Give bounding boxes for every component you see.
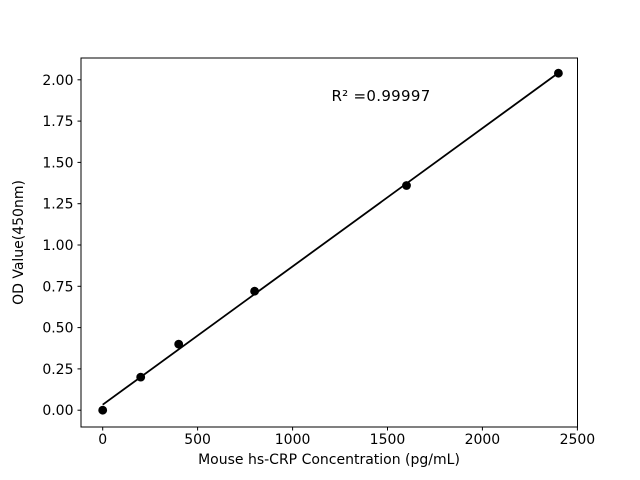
data-point <box>554 68 563 78</box>
data-point <box>250 286 259 296</box>
y-tick-label: 0.50 <box>42 321 73 337</box>
y-tick-label: 1.50 <box>42 155 73 171</box>
fit-line <box>102 72 559 406</box>
x-axis-label: Mouse hs-CRP Concentration (pg/mL) <box>198 452 460 468</box>
y-tick-label: 1.00 <box>42 238 73 254</box>
r-squared-annotation: R² =0.99997 <box>331 87 430 105</box>
data-point <box>174 339 184 349</box>
y-tick-label: 1.25 <box>42 197 73 213</box>
x-tick-label: 0 <box>98 432 107 448</box>
x-tick-label: 2000 <box>465 432 501 448</box>
data-point <box>402 181 411 190</box>
y-tick-label: 0.00 <box>42 403 73 419</box>
x-tick-label: 2500 <box>560 432 596 448</box>
y-axis-label: OD Value(450nm) <box>11 180 27 305</box>
x-tick-label: 1500 <box>370 432 406 448</box>
y-tick-label: 2.00 <box>42 73 73 89</box>
x-tick-label: 1000 <box>275 432 311 448</box>
data-point <box>136 372 146 382</box>
y-tick-label: 1.75 <box>42 114 73 130</box>
axes-frame <box>80 57 578 428</box>
y-tick-label: 0.75 <box>42 279 73 295</box>
y-tick-label: 0.25 <box>42 362 73 378</box>
x-tick-label: 500 <box>184 432 211 448</box>
data-point <box>98 405 108 415</box>
